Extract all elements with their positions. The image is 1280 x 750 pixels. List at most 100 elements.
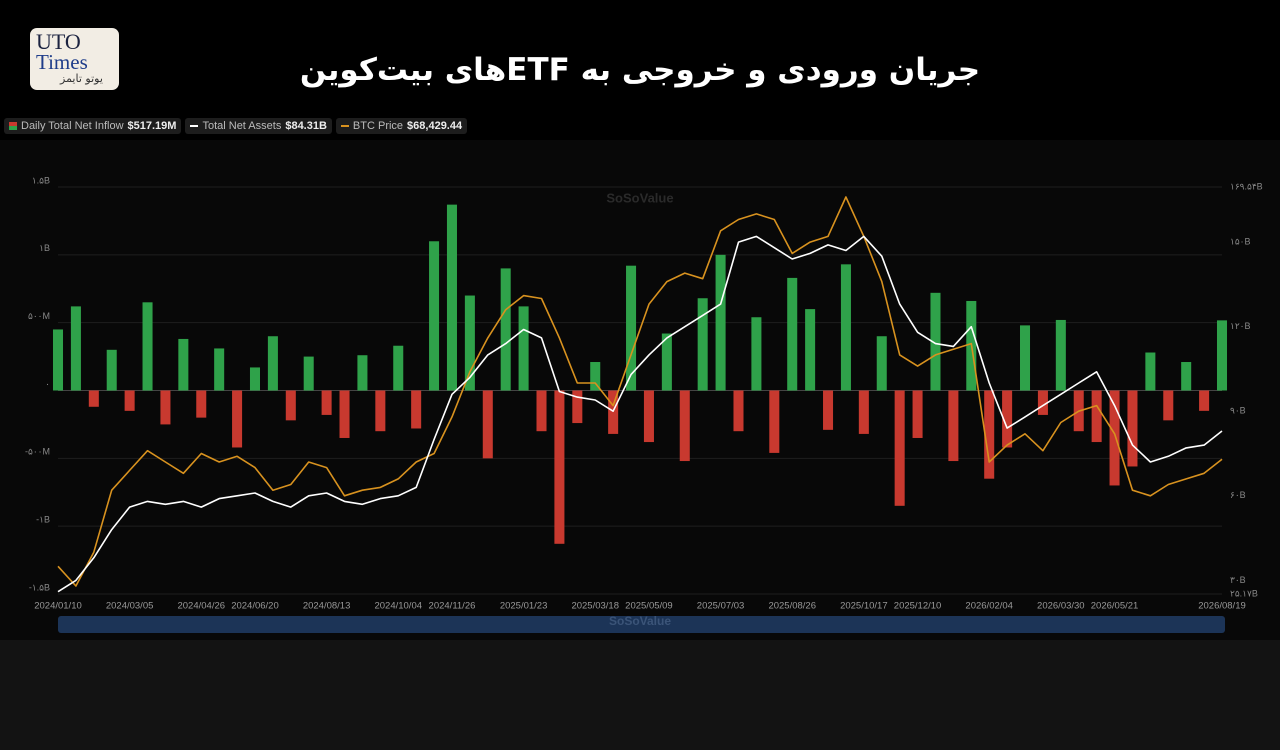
bar	[572, 390, 583, 424]
legend-label: BTC Price	[352, 120, 404, 132]
y2-tick-label: ۹۰B	[1230, 406, 1246, 416]
y2-tick-label: ۱۵۰B	[1230, 236, 1251, 246]
x-tick-label: 2026/03/30	[1037, 601, 1085, 612]
bar	[1163, 390, 1174, 421]
logo-text: Times	[36, 50, 88, 74]
y-tick-label: ۵۰۰M	[28, 311, 50, 321]
bar	[285, 390, 296, 421]
bar	[733, 390, 744, 432]
legend-item[interactable]: Daily Total Net Inflow $517.19M	[4, 118, 182, 134]
y-tick-label: -۵۰۰M	[25, 447, 50, 457]
bar	[214, 348, 225, 391]
x-tick-label: 2025/01/23	[500, 601, 548, 612]
x-tick-label: 2025/07/03	[697, 601, 745, 612]
bar	[876, 336, 887, 391]
legend-label: Total Net Assets	[202, 120, 282, 132]
bar	[393, 345, 404, 391]
y-tick-label: -۱B	[36, 515, 50, 525]
bar	[124, 390, 135, 411]
x-tick-label: 2025/03/18	[571, 601, 619, 612]
bar	[482, 390, 493, 459]
bar	[894, 390, 905, 506]
x-tick-label: 2025/12/10	[894, 601, 942, 612]
y-tick-label: ۱.۵B	[32, 175, 50, 185]
y2-tick-label: ۳۰B	[1230, 575, 1246, 585]
bar	[930, 292, 941, 391]
bar	[446, 204, 457, 391]
legend-item[interactable]: BTC Price $68,429.44	[335, 118, 468, 134]
chart: SoSoValue SoSoValue -۱.۵B -۱B -۵۰۰M ۰ ۵۰۰M ۱B ۱.…	[25, 175, 1263, 633]
x-tick-label: 2025/05/09	[625, 601, 673, 612]
y-tick-label: ۰	[45, 379, 50, 389]
bar	[948, 390, 959, 462]
bar	[339, 390, 350, 438]
bar	[751, 317, 762, 391]
x-tick-label: 2024/03/05	[106, 601, 154, 612]
logo: UTO Times یوتو تایمز	[30, 28, 119, 90]
bar	[626, 265, 637, 391]
legend-swatch	[190, 125, 199, 127]
bar	[52, 329, 64, 391]
bar	[1002, 390, 1013, 448]
x-tick-label: 2024/04/26	[177, 601, 225, 612]
bar	[1091, 390, 1102, 443]
legend-item[interactable]: Total Net Assets $84.31B	[185, 118, 332, 134]
line	[57, 196, 1223, 587]
bar	[643, 390, 654, 443]
y2-tick-label: ۶۰B	[1230, 490, 1246, 500]
bar	[375, 390, 386, 432]
bar	[411, 390, 422, 429]
bar	[1020, 325, 1031, 391]
bar	[858, 390, 869, 434]
bar	[1145, 352, 1156, 391]
bar	[1199, 390, 1210, 411]
bar	[70, 306, 81, 391]
watermark: SoSoValue	[609, 614, 671, 628]
bar	[142, 302, 153, 391]
bar	[303, 356, 314, 391]
x-tick-label: 2025/10/17	[840, 601, 888, 612]
legend-swatch	[340, 125, 349, 127]
bar	[88, 390, 99, 407]
bar	[160, 390, 171, 425]
bar	[661, 333, 672, 391]
bar	[1216, 320, 1228, 391]
watermark: SoSoValue	[606, 190, 673, 205]
legend-value: $84.31B	[285, 120, 327, 132]
page-title: جریان ورودی و خروجی به ETFهای بیت‌کوین	[299, 52, 981, 88]
bar	[697, 298, 708, 391]
legend-label: Daily Total Net Inflow	[21, 120, 124, 132]
x-tick-label: 2025/08/26	[768, 601, 816, 612]
x-tick-label: 2026/02/04	[965, 601, 1013, 612]
bar	[769, 390, 780, 453]
bar	[1037, 390, 1048, 415]
bar	[321, 390, 332, 415]
legend-value: $517.19M	[127, 120, 177, 132]
bar	[840, 264, 851, 391]
bar	[249, 367, 260, 391]
bar	[429, 241, 440, 391]
bar	[590, 362, 601, 391]
bar	[1055, 319, 1066, 391]
bar	[178, 338, 189, 391]
bar	[787, 277, 798, 391]
y2-tick-label: ۲۵.۱۷B	[1230, 588, 1258, 598]
bar	[267, 336, 278, 391]
x-tick-label: 2026/08/19	[1198, 601, 1246, 612]
bar	[1127, 390, 1138, 467]
bar	[805, 309, 816, 391]
bar	[984, 390, 995, 479]
bar	[196, 390, 207, 418]
x-tick-label: 2024/10/04	[374, 601, 422, 612]
bar	[536, 390, 547, 432]
line	[57, 235, 1223, 593]
bar	[232, 390, 243, 448]
x-tick-label: 2024/08/13	[303, 601, 351, 612]
x-tick-label: 2024/11/26	[429, 601, 476, 612]
bar	[679, 390, 690, 462]
y-tick-label: ۱B	[39, 243, 50, 253]
bar	[518, 306, 529, 391]
x-tick-label: 2026/05/21	[1091, 601, 1139, 612]
bar	[912, 390, 923, 438]
